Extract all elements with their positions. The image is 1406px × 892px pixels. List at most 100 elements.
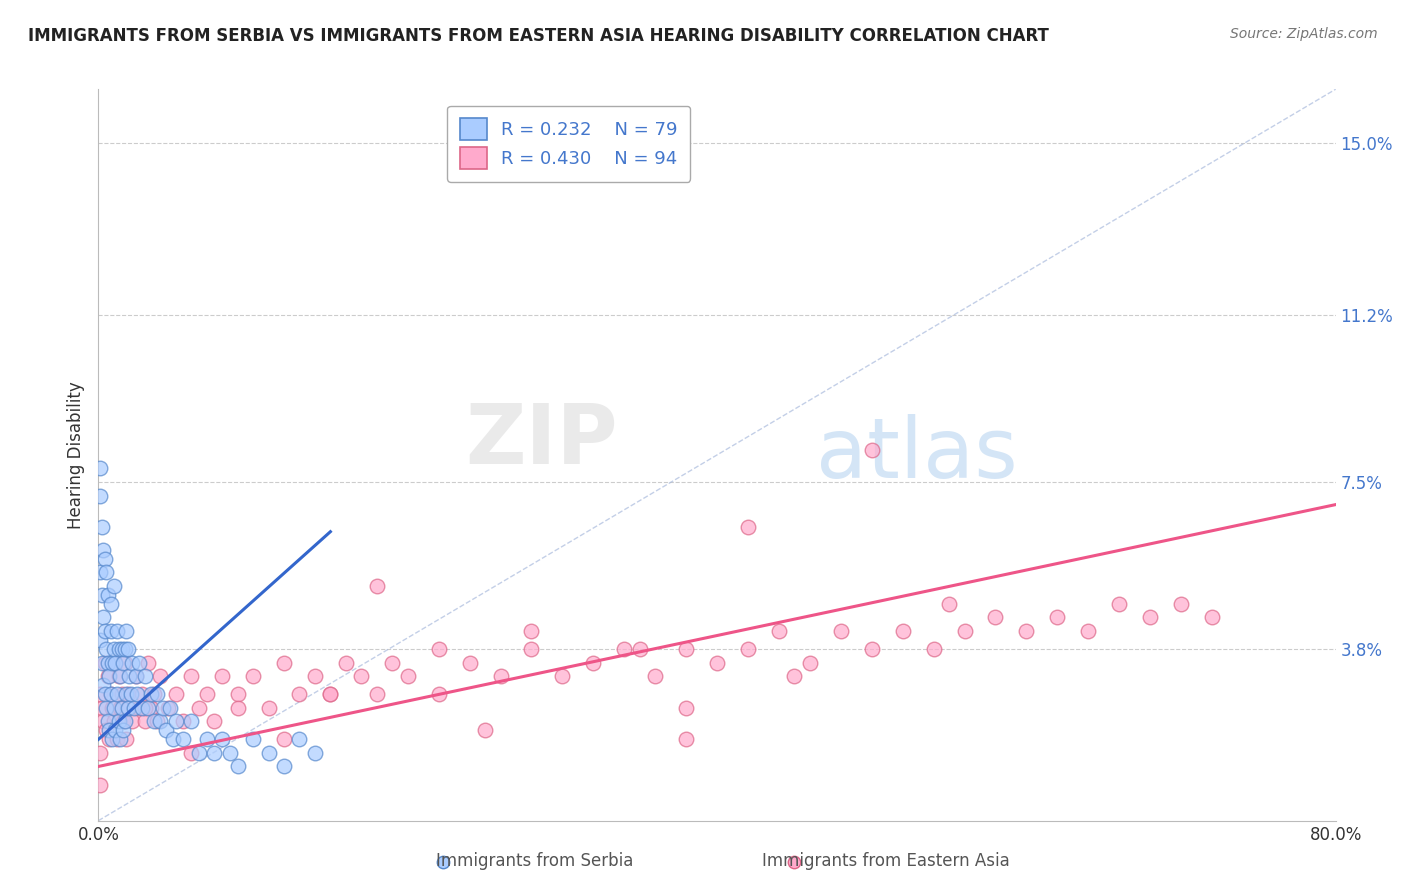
Point: [108, 669, 131, 683]
Point: [737, 520, 759, 534]
Point: [675, 732, 697, 747]
Point: [93, 624, 115, 638]
Point: [474, 723, 496, 738]
Point: [89, 687, 111, 701]
Point: [131, 700, 153, 714]
Point: [115, 732, 138, 747]
Point: [257, 746, 280, 760]
Point: [139, 700, 162, 714]
Point: [242, 732, 264, 747]
Point: [134, 700, 156, 714]
Point: [100, 687, 122, 701]
Point: [1046, 610, 1069, 624]
Point: [242, 669, 264, 683]
Point: [115, 624, 138, 638]
Point: [180, 669, 202, 683]
Point: [257, 700, 280, 714]
Point: [204, 746, 226, 760]
Text: Source: ZipAtlas.com: Source: ZipAtlas.com: [1230, 27, 1378, 41]
Point: [104, 656, 127, 670]
Point: [90, 588, 112, 602]
Point: [127, 687, 149, 701]
Point: [96, 700, 118, 714]
Point: [100, 687, 122, 701]
Point: [112, 723, 135, 738]
Point: [149, 669, 172, 683]
Point: [520, 642, 543, 657]
Point: [157, 700, 180, 714]
Point: [103, 579, 125, 593]
Point: [273, 759, 295, 773]
Point: [172, 714, 194, 729]
Point: [458, 656, 481, 670]
Point: [128, 656, 150, 670]
Point: [319, 687, 342, 701]
Point: [107, 669, 129, 683]
Point: [188, 746, 211, 760]
Point: [783, 669, 806, 683]
Point: [108, 700, 131, 714]
Point: [489, 669, 512, 683]
Point: [114, 642, 136, 657]
Point: [1201, 610, 1223, 624]
Point: [107, 714, 129, 729]
Point: [89, 461, 111, 475]
Point: [115, 687, 138, 701]
Point: [89, 566, 111, 580]
Point: [104, 723, 127, 738]
Point: [97, 714, 120, 729]
Point: [273, 732, 295, 747]
Point: [98, 732, 121, 747]
Point: [799, 656, 821, 670]
Point: [180, 746, 202, 760]
Point: [226, 700, 249, 714]
Point: [737, 642, 759, 657]
Point: [120, 687, 142, 701]
Point: [146, 714, 169, 729]
Point: [1077, 624, 1099, 638]
Point: [427, 687, 450, 701]
Point: [860, 642, 883, 657]
Point: [111, 687, 132, 701]
Point: [104, 656, 127, 670]
Point: [165, 687, 187, 701]
Point: [103, 714, 125, 729]
Point: [366, 579, 388, 593]
Point: [124, 669, 146, 683]
Point: [768, 624, 790, 638]
Point: [93, 656, 115, 670]
Point: [396, 669, 419, 683]
Point: [101, 732, 124, 747]
Point: [89, 778, 111, 792]
Point: [226, 759, 249, 773]
Point: [350, 669, 373, 683]
Point: [860, 443, 883, 458]
Point: [97, 669, 120, 683]
Point: [143, 687, 166, 701]
Text: IMMIGRANTS FROM SERBIA VS IMMIGRANTS FROM EASTERN ASIA HEARING DISABILITY CORREL: IMMIGRANTS FROM SERBIA VS IMMIGRANTS FRO…: [28, 27, 1049, 45]
Point: [89, 746, 111, 760]
Point: [101, 656, 124, 670]
Point: [97, 656, 120, 670]
Point: [204, 714, 226, 729]
Point: [91, 610, 114, 624]
Point: [117, 700, 139, 714]
Point: [118, 700, 141, 714]
Point: [155, 723, 177, 738]
Point: [90, 656, 112, 670]
Point: [112, 656, 135, 670]
Point: [706, 656, 728, 670]
Point: [100, 597, 122, 611]
Point: [432, 855, 454, 869]
Point: [1015, 624, 1038, 638]
Point: [159, 700, 181, 714]
Y-axis label: Hearing Disability: Hearing Disability: [66, 381, 84, 529]
Point: [121, 714, 143, 729]
Point: [211, 732, 233, 747]
Point: [121, 656, 143, 670]
Point: [97, 588, 120, 602]
Point: [165, 714, 187, 729]
Point: [90, 520, 112, 534]
Point: [91, 542, 114, 557]
Point: [180, 714, 202, 729]
